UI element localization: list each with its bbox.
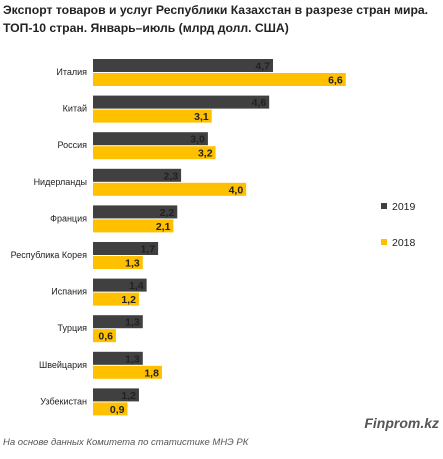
data-label: 1,3: [125, 353, 140, 365]
data-label: 3,2: [198, 148, 213, 160]
bar-2019: [93, 59, 274, 72]
bar-2018: [93, 219, 174, 233]
data-label: 4,0: [229, 184, 244, 196]
bar-2019: [93, 205, 178, 219]
data-label: 2,1: [156, 221, 171, 233]
data-label: 2,2: [160, 207, 175, 219]
bar-2019: [93, 242, 159, 255]
data-label: 1,2: [121, 390, 136, 402]
chart-title: Экспорт товаров и услуг Республики Казах…: [3, 3, 429, 35]
bar-2018: [93, 73, 346, 86]
category-label: Швейцария: [39, 360, 87, 370]
data-label: 6,6: [328, 75, 343, 87]
category-label: Республика Корея: [11, 250, 88, 260]
legend-swatch: [381, 203, 387, 209]
data-label: 2,3: [163, 170, 178, 182]
bar-2019: [93, 315, 143, 329]
bar-2019: [93, 95, 270, 109]
legend: 2019 2018: [381, 201, 416, 249]
category-label: Испания: [51, 287, 87, 297]
bar-2019: [93, 351, 143, 365]
bar-2019: [93, 278, 147, 292]
bar-2019: [93, 132, 208, 146]
data-label: 4,6: [252, 97, 267, 109]
bar-2018: [93, 365, 162, 379]
category-label: Турция: [58, 323, 88, 333]
category-label: Россия: [57, 140, 87, 150]
data-label: 1,3: [125, 258, 140, 270]
data-label: 1,7: [141, 244, 156, 256]
data-label: 0,9: [110, 404, 125, 416]
bar-2018: [93, 256, 143, 269]
source-note: На основе данных Комитета по статистике …: [3, 437, 249, 448]
legend-swatch: [381, 239, 387, 245]
bar-2018: [93, 146, 216, 160]
data-label: 1,4: [129, 280, 144, 292]
bar-2018: [93, 292, 139, 306]
bar-2018: [93, 182, 247, 196]
category-label: Нидерланды: [34, 177, 87, 187]
data-label: 3,0: [190, 134, 205, 146]
data-label: 4,7: [255, 61, 270, 73]
bar-2019: [93, 388, 139, 402]
legend-label: 2018: [392, 237, 416, 249]
data-label: 1,8: [144, 367, 159, 379]
data-label: 1,2: [121, 294, 136, 306]
bar-2018: [93, 109, 212, 123]
category-label: Узбекистан: [40, 396, 87, 406]
data-label: 0,6: [98, 331, 113, 343]
labels-layer: Италия 4,7 6,6 Китай 4,6 3,1 Россия 3,0 3,2 Нидер…: [11, 61, 343, 416]
bars-layer: [93, 59, 346, 416]
legend-label: 2019: [392, 201, 416, 213]
bar-2018: [93, 402, 128, 416]
category-label: Франция: [50, 213, 87, 223]
category-label: Китай: [63, 104, 87, 114]
category-label: Италия: [56, 67, 87, 77]
bar-2018: [93, 329, 116, 343]
data-label: 3,1: [194, 111, 209, 123]
data-label: 1,3: [125, 317, 140, 329]
bar-2019: [93, 168, 182, 182]
brand-logo: Finprom.kz: [364, 415, 439, 431]
